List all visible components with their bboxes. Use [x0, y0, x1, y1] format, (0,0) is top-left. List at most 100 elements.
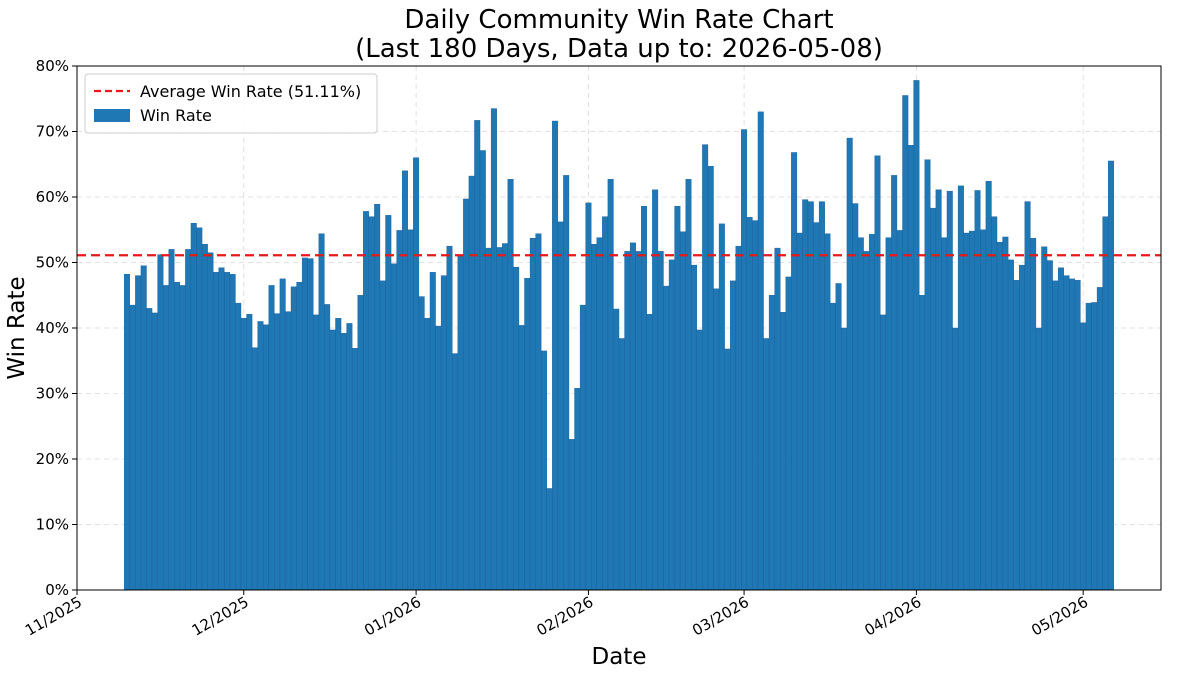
x-tick-label: 02/2026 [533, 593, 596, 640]
y-tick-label: 60% [36, 188, 69, 206]
legend-average-label: Average Win Rate (51.11%) [140, 82, 361, 101]
bar [474, 120, 481, 591]
bar [1085, 302, 1092, 591]
legend: Average Win Rate (51.11%) Win Rate [84, 73, 378, 134]
bar [1035, 327, 1042, 591]
bar [307, 258, 314, 591]
bar [930, 207, 937, 591]
bar [629, 242, 636, 591]
bar [196, 227, 203, 591]
bar [346, 323, 353, 591]
bar [385, 215, 392, 591]
bar [201, 243, 208, 591]
bar [290, 286, 297, 591]
chart-title-line-2: (Last 180 Days, Data up to: 2026-05-08) [355, 34, 883, 64]
bar [868, 234, 875, 591]
bar [146, 308, 153, 591]
bar [741, 129, 748, 591]
bar [802, 199, 809, 591]
bar [140, 265, 147, 591]
bar [518, 325, 525, 591]
x-tick-label: 03/2026 [689, 593, 752, 640]
bar [585, 202, 592, 591]
bar [257, 321, 264, 591]
bar [768, 295, 775, 591]
bar [318, 233, 325, 591]
bar [974, 190, 981, 591]
bar [157, 254, 164, 591]
bar [424, 317, 431, 591]
bar [735, 245, 742, 591]
bar [557, 221, 564, 591]
bar [713, 288, 720, 591]
bar [274, 313, 281, 591]
bar [596, 237, 603, 591]
bar [351, 348, 358, 591]
bar [185, 249, 192, 591]
x-axis-ticks: 11/2025 12/2025 01/2026 02/2026 03/2026 04/20… [22, 590, 1091, 640]
bar [496, 247, 503, 591]
bar [546, 488, 553, 591]
bar [490, 108, 497, 591]
bar [329, 329, 336, 591]
bar [413, 157, 420, 591]
bar [574, 388, 581, 591]
bar [507, 179, 514, 591]
y-axis-ticks: 0% 10% 20% 30% 40% 50% 60% 70% 80% [36, 57, 77, 599]
bar [552, 120, 559, 591]
bar [996, 241, 1003, 591]
x-tick-label: 11/2025 [22, 593, 85, 640]
bar [224, 272, 231, 591]
bar [652, 189, 659, 591]
bar [268, 285, 275, 591]
bar [429, 272, 436, 591]
x-tick-label: 04/2026 [861, 593, 924, 640]
bar [285, 311, 292, 591]
bar [1080, 322, 1087, 591]
bar [880, 314, 887, 591]
bar [980, 229, 987, 591]
bar [757, 111, 764, 591]
bar [952, 327, 959, 591]
bar [1074, 279, 1081, 591]
bar [724, 348, 731, 591]
y-tick-label: 30% [36, 385, 69, 403]
bar [301, 257, 308, 591]
y-tick-label: 80% [36, 57, 69, 75]
bar [440, 275, 447, 591]
bar [835, 283, 842, 591]
bar [129, 304, 136, 591]
bar [624, 251, 631, 591]
y-tick-label: 10% [36, 516, 69, 534]
bar [335, 317, 342, 591]
bar [363, 211, 370, 591]
bar [718, 223, 725, 591]
bar [1041, 246, 1048, 591]
bar [796, 232, 803, 591]
bar [390, 263, 397, 591]
bar [763, 338, 770, 591]
bar [896, 230, 903, 591]
bar [846, 137, 853, 591]
bar [685, 179, 692, 591]
bar [985, 181, 992, 591]
bar [524, 278, 531, 591]
bar [540, 350, 547, 591]
bar [124, 274, 131, 591]
bar [946, 190, 953, 591]
bar [568, 439, 575, 591]
bar [263, 324, 269, 591]
bar [446, 245, 453, 591]
bar [607, 179, 614, 591]
bar [296, 281, 303, 591]
bar [902, 95, 909, 591]
bar [668, 259, 675, 591]
y-tick-label: 20% [36, 450, 69, 468]
bar [646, 314, 653, 591]
bars-layer [124, 80, 1114, 591]
bar [857, 237, 864, 591]
bar [891, 175, 898, 591]
x-tick-label: 01/2026 [361, 593, 424, 640]
legend-box [84, 73, 378, 134]
